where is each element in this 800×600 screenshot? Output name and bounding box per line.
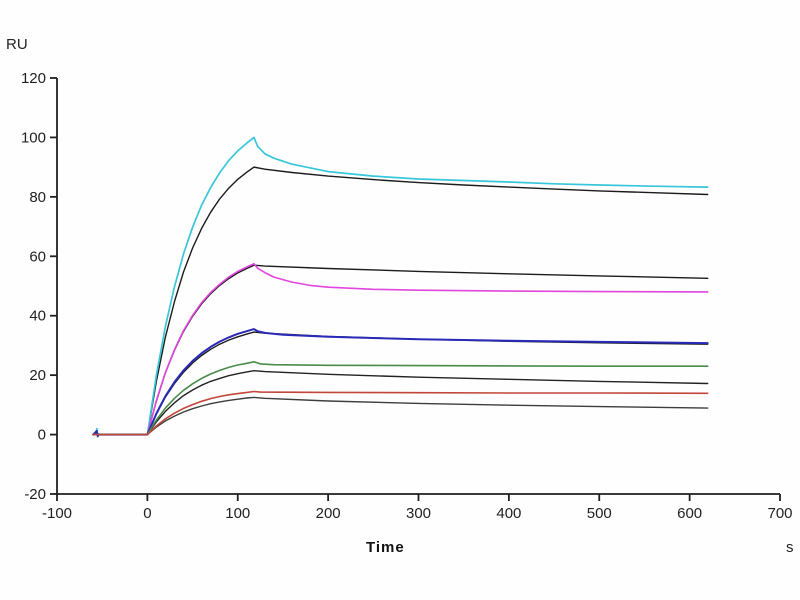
y-tick-label: 120 <box>21 70 46 87</box>
curve-fit-4-black <box>92 370 709 436</box>
curve-fit-3-black <box>92 331 709 436</box>
y-tick-label: 40 <box>29 308 46 325</box>
curve-response-3-blue <box>92 328 709 438</box>
x-tick-label: 400 <box>496 505 521 522</box>
curve-response-2-magenta <box>92 262 709 436</box>
x-tick-label: 500 <box>587 505 612 522</box>
curve-response-4-green <box>92 360 709 436</box>
x-tick-label: -100 <box>42 505 72 522</box>
curve-response-5-red <box>92 390 709 436</box>
x-tick-label: 0 <box>143 505 151 522</box>
x-axis-title: Time <box>366 539 405 556</box>
x-tick-label: 200 <box>316 505 341 522</box>
y-tick-label: 0 <box>38 427 46 444</box>
curve-fit-5-gray <box>92 396 709 436</box>
x-axis-unit-label: s <box>786 539 794 556</box>
curve-fit-1-black <box>92 166 709 436</box>
y-tick-label: 20 <box>29 367 46 384</box>
y-axis-unit-label: RU <box>6 36 28 53</box>
y-tick-label: 100 <box>21 129 46 146</box>
y-tick-label: -20 <box>24 486 46 503</box>
x-tick-label: 300 <box>406 505 431 522</box>
x-tick-label: 700 <box>767 505 792 522</box>
y-tick-label: 60 <box>29 248 46 265</box>
curve-response-1-cyan <box>92 136 709 438</box>
x-tick-label: 600 <box>677 505 702 522</box>
y-tick-label: 80 <box>29 189 46 206</box>
x-tick-label: 100 <box>225 505 250 522</box>
